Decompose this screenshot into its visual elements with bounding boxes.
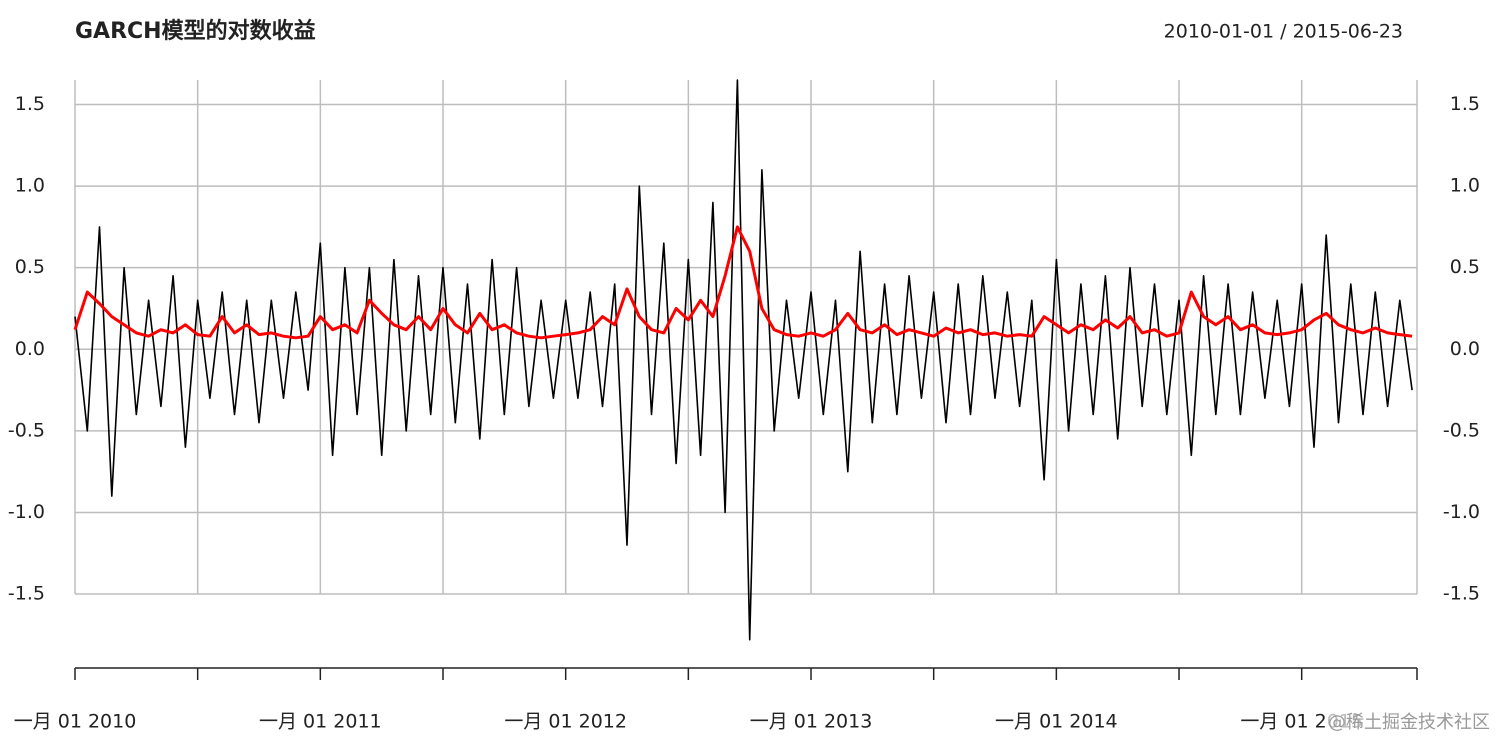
y2-tick-label: 0.5 [1450,256,1480,278]
y-tick-label: -0.5 [8,419,45,441]
y2-tick-label: -1.5 [1443,583,1480,605]
series-line [74,79,1413,641]
x-tick-label: 一月 01 2010 [14,711,137,733]
y2-tick-label: 1.0 [1450,175,1480,197]
y2-tick-label: -0.5 [1443,419,1480,441]
y2-tick-label: 0.0 [1450,338,1480,360]
y-tick-label: 0.0 [15,338,45,360]
y-tick-label: -1.0 [8,501,45,523]
x-tick-label: 一月 01 2014 [995,711,1118,733]
y-tick-label: 0.5 [15,256,45,278]
y-tick-label: -1.5 [8,583,45,605]
x-tick-label: 一月 01 2013 [750,711,873,733]
watermark: @稀土掘金技术社区 [1328,712,1490,733]
y2-tick-label: 1.5 [1450,93,1480,115]
watermark-bg [1325,708,1495,738]
y-tick-label: 1.5 [15,93,45,115]
x-tick-label: 一月 01 2012 [504,711,627,733]
y-tick-label: 1.0 [15,175,45,197]
chart-title: GARCH模型的对数收益 [75,18,316,44]
x-tick-label: 一月 01 2011 [259,711,382,733]
series-line [73,225,1413,340]
y2-tick-label: -1.0 [1443,501,1480,523]
date-range: 2010-01-01 / 2015-06-23 [1164,21,1403,43]
